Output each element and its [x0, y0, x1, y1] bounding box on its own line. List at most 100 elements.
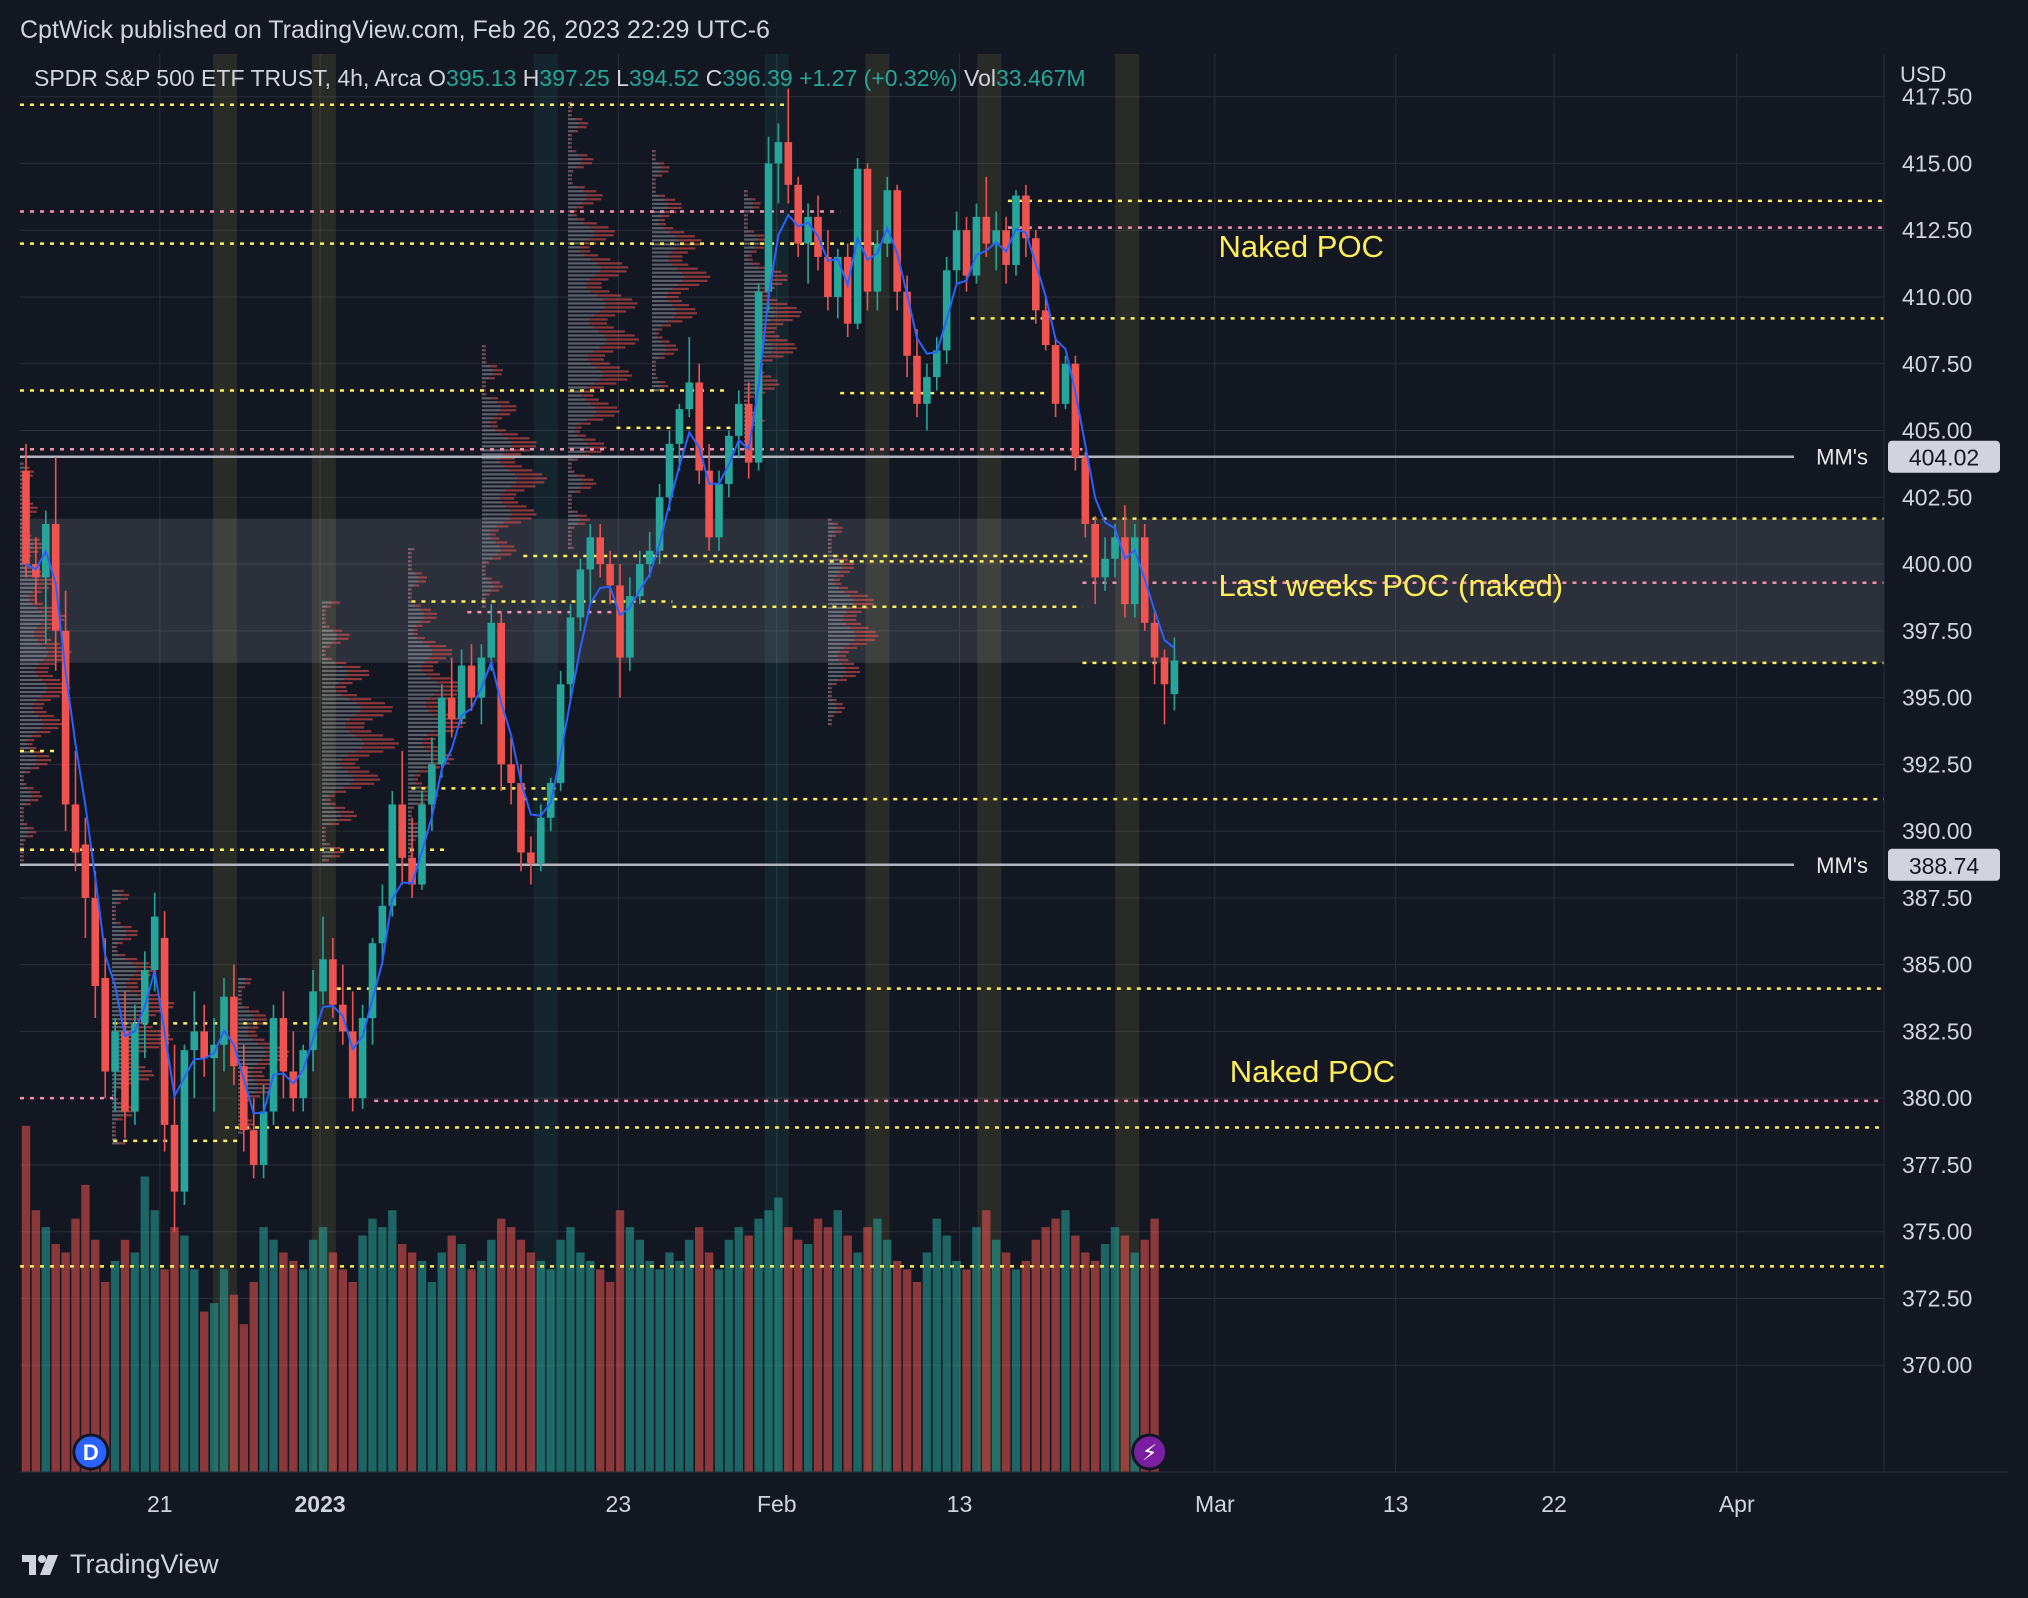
profile-row	[652, 210, 666, 214]
profile-row	[22, 843, 24, 846]
profile-row	[744, 274, 768, 277]
profile-row	[503, 453, 522, 456]
profile-row	[568, 534, 571, 537]
profile-row	[131, 1050, 147, 1053]
profile-row	[597, 262, 623, 265]
profile-row	[580, 486, 592, 489]
candle-body	[32, 564, 40, 578]
dividend-marker-icon[interactable]	[72, 1433, 110, 1471]
profile-row	[38, 714, 54, 718]
profile-row	[20, 746, 29, 750]
y-tick-label: 397.50	[1902, 618, 1972, 644]
profile-row	[20, 767, 31, 770]
profile-row	[20, 498, 23, 501]
profile-row	[770, 351, 794, 354]
profile-row	[578, 154, 588, 157]
candle-body	[774, 142, 783, 164]
candle-body	[903, 291, 911, 356]
profile-row	[842, 662, 854, 666]
profile-row	[408, 737, 424, 741]
profile-row	[568, 414, 594, 417]
y-tick-label: 370.00	[1902, 1352, 1972, 1378]
volume-bar	[91, 1239, 100, 1472]
profile-row	[581, 202, 594, 205]
profile-row	[112, 917, 115, 921]
profile-row	[112, 913, 115, 917]
profile-row	[570, 462, 572, 465]
volume-bar	[1061, 1210, 1070, 1472]
profile-row	[837, 654, 846, 658]
profile-row	[744, 282, 765, 285]
profile-row	[577, 218, 585, 221]
profile-row	[570, 466, 572, 469]
poc-annotation: Last weeks POC (naked)	[1219, 568, 1564, 603]
profile-row	[758, 238, 771, 241]
profile-row	[125, 1110, 137, 1113]
profile-row	[20, 614, 45, 617]
profile-row	[482, 425, 491, 428]
profile-row	[568, 478, 582, 481]
profile-row	[496, 525, 509, 528]
y-tick-label: 382.50	[1902, 1018, 1972, 1044]
profile-row	[597, 294, 622, 297]
profile-row	[570, 102, 572, 105]
profile-row	[20, 682, 47, 686]
profile-row	[500, 493, 517, 496]
footer: TradingView	[20, 1549, 219, 1580]
profile-row	[434, 693, 457, 696]
volume-bar	[902, 1269, 912, 1472]
profile-row	[408, 665, 422, 668]
profile-row	[839, 586, 849, 589]
profile-row	[322, 613, 325, 616]
profile-row	[417, 580, 426, 583]
profile-row	[30, 767, 40, 770]
profile-row	[499, 545, 515, 548]
profile-row	[28, 746, 37, 750]
earnings-marker-icon[interactable]	[1131, 1433, 1169, 1471]
profile-row	[410, 560, 412, 563]
profile-row	[835, 526, 843, 529]
profile-row	[570, 114, 572, 117]
profile-row	[332, 641, 341, 644]
profile-row	[498, 553, 512, 556]
profile-row	[20, 811, 23, 814]
profile-row	[850, 606, 869, 609]
profile-row	[744, 230, 750, 233]
candle-body	[794, 184, 802, 244]
profile-row	[654, 178, 656, 181]
profile-row	[20, 698, 37, 702]
profile-row	[248, 1034, 258, 1037]
profile-row	[750, 198, 756, 201]
grid-lines	[20, 54, 1884, 1472]
profile-row	[324, 649, 326, 652]
profile-row	[41, 622, 59, 626]
y-tick-label: 405.00	[1902, 418, 1972, 444]
y-tick-label: 412.50	[1902, 217, 1972, 243]
profile-row	[408, 838, 413, 842]
profile-row	[837, 706, 845, 710]
profile-row	[484, 605, 486, 608]
profile-row	[20, 859, 23, 862]
profile-row	[408, 818, 411, 821]
profile-row	[652, 154, 655, 157]
profile-row	[37, 759, 52, 762]
volume-bar	[645, 1260, 654, 1472]
profile-row	[20, 734, 32, 738]
profile-row	[568, 426, 576, 429]
profile-row	[38, 674, 53, 678]
volume-bar	[744, 1235, 753, 1472]
profile-row	[828, 522, 834, 525]
profile-row	[20, 799, 31, 802]
profile-row	[20, 586, 36, 589]
profile-row	[415, 782, 422, 785]
profile-row	[408, 580, 418, 583]
candle-body	[824, 256, 832, 297]
profile-row	[492, 557, 502, 560]
profile-row	[252, 1074, 265, 1078]
volume-bar	[526, 1252, 536, 1472]
profile-row	[568, 290, 591, 293]
volume-bar	[813, 1218, 823, 1472]
profile-row	[652, 251, 672, 254]
profile-row	[652, 214, 662, 218]
